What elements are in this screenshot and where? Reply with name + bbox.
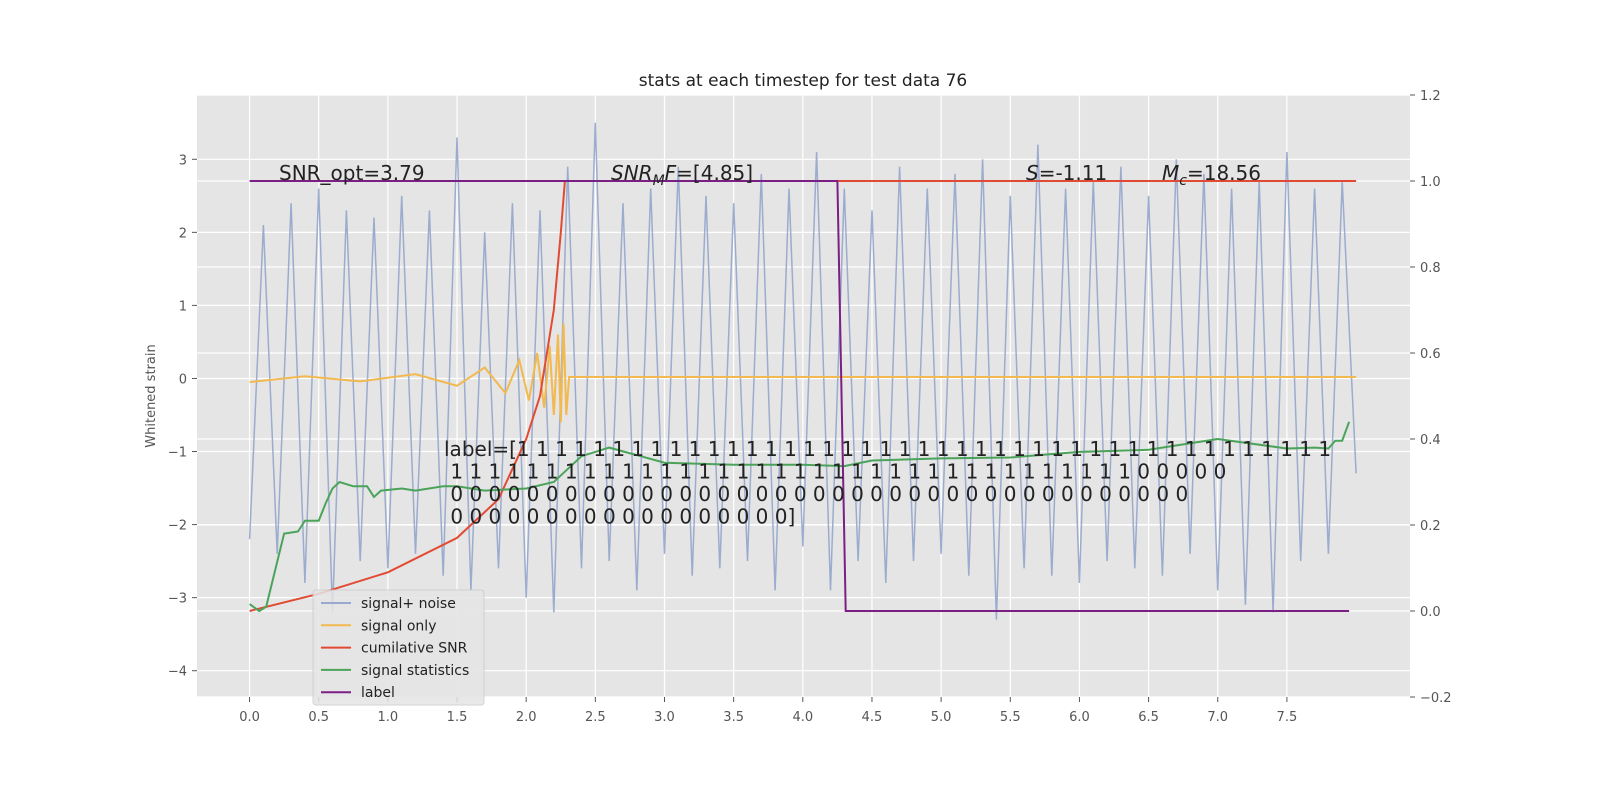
legend-label: signal only	[361, 618, 436, 634]
y2-tick-label: 1.2	[1420, 89, 1441, 104]
x-tick-label: 0.5	[308, 710, 329, 725]
annotation-part: M	[1162, 161, 1179, 185]
legend-label: signal+ noise	[361, 596, 456, 612]
chart-title: stats at each timestep for test data 76	[639, 71, 968, 91]
annotation: SNR_opt=3.79	[279, 161, 425, 185]
label-text: label=[1 1 1 1 1 1 1 1 1 1 1 1 1 1 1 1 1…	[444, 437, 1331, 461]
legend-label: cumilative SNR	[361, 641, 468, 657]
label-text: 0 0 0 0 0 0 0 0 0 0 0 0 0 0 0 0 0 0]	[444, 505, 795, 529]
x-tick-label: 0.0	[239, 710, 260, 725]
annotation-part: M	[653, 173, 665, 189]
x-tick-label: 4.0	[792, 710, 813, 725]
annotation-part: =18.56	[1187, 161, 1261, 185]
x-tick-label: 2.5	[585, 710, 606, 725]
y-tick-label: −4	[168, 665, 187, 680]
x-tick-label: 5.5	[1000, 710, 1021, 725]
annotation-part: SNR	[611, 161, 653, 185]
y2-tick-label: 0.8	[1420, 261, 1441, 276]
annotation: Mc=18.56	[1162, 161, 1261, 189]
legend-box	[312, 589, 485, 706]
annotation: S=-1.11	[1026, 161, 1107, 185]
y2-tick-label: −0.2	[1420, 691, 1452, 706]
x-tick-label: 7.0	[1207, 710, 1228, 725]
y-tick-label: −3	[168, 592, 187, 607]
x-tick-label: 4.5	[862, 710, 883, 725]
series-line	[249, 421, 1351, 613]
series-line	[249, 323, 1357, 423]
y2-tick-label: 1.0	[1420, 175, 1441, 190]
y2-tick-label: 0.2	[1420, 519, 1441, 534]
annotation-part: F	[665, 161, 677, 185]
y-tick-label: −2	[168, 519, 187, 534]
y-tick-label: 0	[179, 372, 187, 387]
annotation: SNRMF=[4.85]	[611, 161, 753, 189]
y-tick-label: 2	[179, 226, 187, 241]
x-tick-label: 1.5	[447, 710, 468, 725]
x-tick-label: 2.0	[516, 710, 537, 725]
annotation-part: SNR_opt=3.79	[279, 161, 425, 185]
x-tick-label: 3.0	[654, 710, 675, 725]
label-text: 0 0 0 0 0 0 0 0 0 0 0 0 0 0 0 0 0 0 0 0 …	[444, 482, 1188, 506]
y2-tick-label: 0.0	[1420, 605, 1441, 620]
y-tick-label: −1	[168, 446, 187, 461]
annotation-part: =[4.85]	[676, 161, 753, 185]
series-line	[249, 180, 1357, 612]
annotation-part: =-1.11	[1039, 161, 1108, 185]
x-tick-label: 1.0	[378, 710, 399, 725]
label-text: 1 1 1 1 1 1 1 1 1 1 1 1 1 1 1 1 1 1 1 1 …	[444, 460, 1226, 484]
x-tick-label: 5.0	[931, 710, 952, 725]
x-tick-label: 3.5	[723, 710, 744, 725]
series-line	[248, 122, 1357, 620]
annotation-part: S	[1026, 161, 1039, 185]
y-tick-label: 1	[179, 299, 187, 314]
x-tick-label: 6.5	[1138, 710, 1159, 725]
legend-label: label	[361, 685, 395, 701]
legend-label: signal statistics	[361, 663, 469, 679]
y-axis-label: Whitened strain	[144, 344, 159, 447]
x-tick-label: 6.0	[1069, 710, 1090, 725]
y2-tick-label: 0.6	[1420, 347, 1441, 362]
x-tick-label: 7.5	[1277, 710, 1298, 725]
series-line	[249, 180, 1350, 612]
annotation-part: c	[1179, 173, 1187, 189]
y2-tick-label: 0.4	[1420, 433, 1441, 448]
y-tick-label: 3	[179, 153, 187, 168]
